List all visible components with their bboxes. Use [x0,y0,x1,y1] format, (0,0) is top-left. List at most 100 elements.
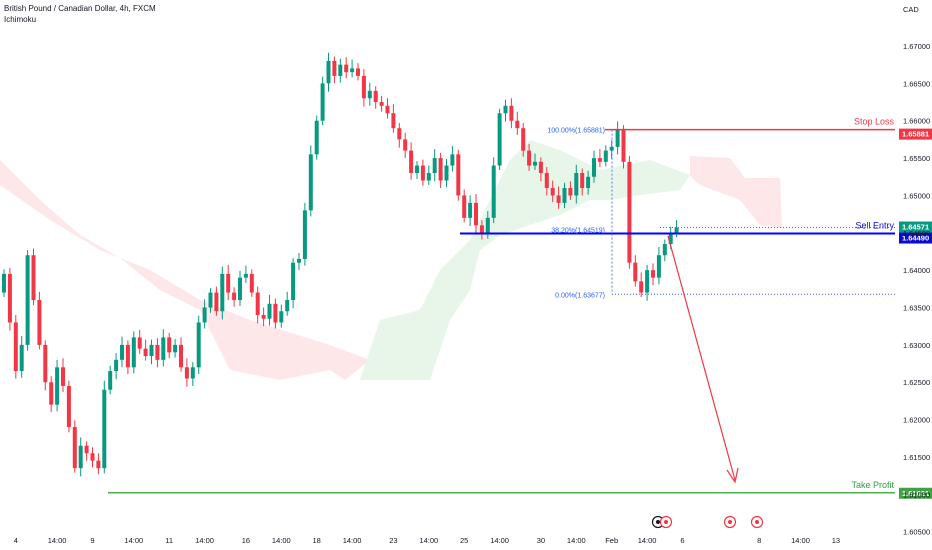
economic-event-icon-dot [728,520,732,524]
candle-body [72,427,77,469]
time-axis: 4 14:00 9 14:00 11 14:00 16 14:00 18 14:00 23 14:00… [14,536,840,545]
fib-100-label: 100.00%(1.65881) [547,128,605,135]
candle-body [184,367,189,379]
indicator-label: Ichimoku [4,15,37,24]
cloud-bear-area-future [690,156,782,228]
sell-entry-label: Sell Entry [855,221,894,231]
candle-body [90,453,95,461]
candle-body [491,165,496,218]
candle-body [580,173,585,188]
x-tick-label: 25 [460,536,468,545]
candle-body [232,292,237,301]
candle-body [161,337,166,360]
economic-event-icon-dot [664,520,668,524]
y-tick-label: 1.66500 [903,79,930,88]
candle-body [621,129,626,162]
candle-body [202,307,207,323]
x-tick-label: 4 [14,536,18,545]
y-tick-label: 1.66000 [903,117,930,126]
candle-body [474,202,478,226]
candle-body [273,303,278,323]
candle-body [179,344,183,368]
current-price-tag-bg [899,221,932,233]
price-axis: CAD 1.67000 1.66500 1.66000 1.65500 1.65000 1.… [903,5,930,537]
candle-body [538,161,543,174]
projection-arrow [667,235,736,481]
candle-body [550,187,555,196]
candle-body [574,173,579,196]
stop-loss-label: Stop Loss [854,117,895,127]
x-tick-label: 11 [165,536,173,545]
x-tick-label: 14:00 [124,536,143,545]
x-tick-label: Feb [605,536,618,545]
y-tick-label: 1.62500 [903,378,930,387]
y-tick-label: 1.60500 [903,528,930,537]
x-tick-label: 14:00 [48,536,67,545]
candle-body [592,158,596,177]
x-tick-label: 30 [537,536,545,545]
sell-entry-tag-bg [899,232,932,244]
candle-body [503,105,508,114]
candle-body [651,270,655,278]
candle-body [385,105,390,114]
candle-body [338,64,343,76]
candle-body [37,300,42,345]
cloud-bear-area [0,160,370,380]
candle-body [544,173,549,188]
candle-body [7,273,12,323]
candle-body [432,158,437,174]
stop-loss-tag: 1.65881 [902,130,929,139]
y-tick-label: 1.64500 [903,229,930,238]
candle-body [533,161,537,166]
candle-body [297,258,301,263]
sell-entry-tag: 1.64490 [902,234,929,243]
x-tick-label: 14:00 [343,536,362,545]
candle-body [609,146,614,151]
candle-body [656,255,661,278]
candle-body [420,165,425,181]
candle-body [462,195,467,218]
symbol-title: British Pound / Canadian Dollar, 4h, FXC… [4,4,156,13]
candle-body [267,303,272,319]
currency-label: CAD [903,5,919,14]
y-tick-label: 1.62000 [903,416,930,425]
y-tick-label: 1.65500 [903,154,930,163]
candle-body [279,311,284,323]
flash-event-icon-dot [656,520,660,524]
x-tick-label: 14:00 [419,536,438,545]
y-tick-label: 1.63000 [903,341,930,350]
candle-body [326,60,331,84]
fib-382-label: 38.20%(1.64519) [551,227,605,234]
candle-body [25,255,30,345]
candle-body [31,255,36,301]
candle-body [356,68,360,76]
candle-body [668,232,673,245]
candle-body [61,367,65,386]
candle-body [456,154,461,196]
candle-body [220,273,225,312]
x-tick-label: 14:00 [195,536,214,545]
candle-body [173,344,178,353]
candle-body [131,337,136,368]
candle-body [597,158,602,162]
candle-body [586,176,591,188]
candle-body [509,105,514,121]
candle-body [438,158,443,181]
candle-body [114,359,119,372]
candle-body [361,75,366,99]
candle-body [308,154,313,211]
economic-event-icon-dot [755,520,759,524]
x-tick-label: 14:00 [567,536,586,545]
y-tick-label: 1.64000 [903,266,930,275]
candle-body [108,371,113,390]
candle-body [603,150,608,162]
candle-body [149,344,154,357]
candle-body [243,273,248,278]
candle-body [662,244,667,256]
candle-body [403,139,408,151]
x-tick-label: 13 [832,536,840,545]
candle-body [556,195,561,203]
candle-body [391,113,396,129]
x-tick-label: 16 [242,536,250,545]
